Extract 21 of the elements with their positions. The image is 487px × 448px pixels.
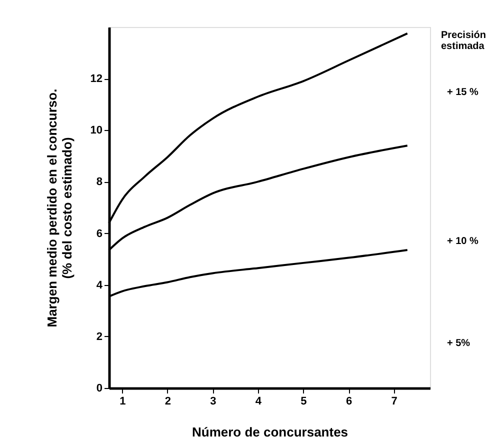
text: (% del costo estimado) [59, 137, 74, 279]
y-tick-label: 12 [90, 73, 102, 86]
text: + 10 % [447, 236, 479, 247]
x-tick-label: 2 [164, 396, 171, 408]
y-tick-label: 8 [96, 176, 102, 188]
x-axis-title: Número de concursantes [192, 424, 348, 440]
text: Margen medio perdido en el concurso. [44, 88, 60, 328]
x-tick-label: 4 [255, 396, 262, 408]
x-tick-label: 3 [210, 396, 216, 408]
text: + 5% [447, 338, 470, 349]
y-tick-label: 10 [90, 124, 102, 137]
x-tick-label: 7 [391, 396, 398, 408]
y-tick-label: 4 [96, 279, 104, 292]
x-tick-label: 6 [346, 396, 352, 408]
y-tick-label: 0 [96, 382, 102, 394]
text: + 15 % [447, 87, 479, 98]
x-tick-label: 1 [120, 396, 126, 408]
y-tick-label: 2 [96, 330, 102, 343]
y-tick-label: 6 [96, 228, 102, 240]
x-tick-label: 5 [300, 396, 307, 408]
text: Precisión estimada [441, 30, 486, 52]
